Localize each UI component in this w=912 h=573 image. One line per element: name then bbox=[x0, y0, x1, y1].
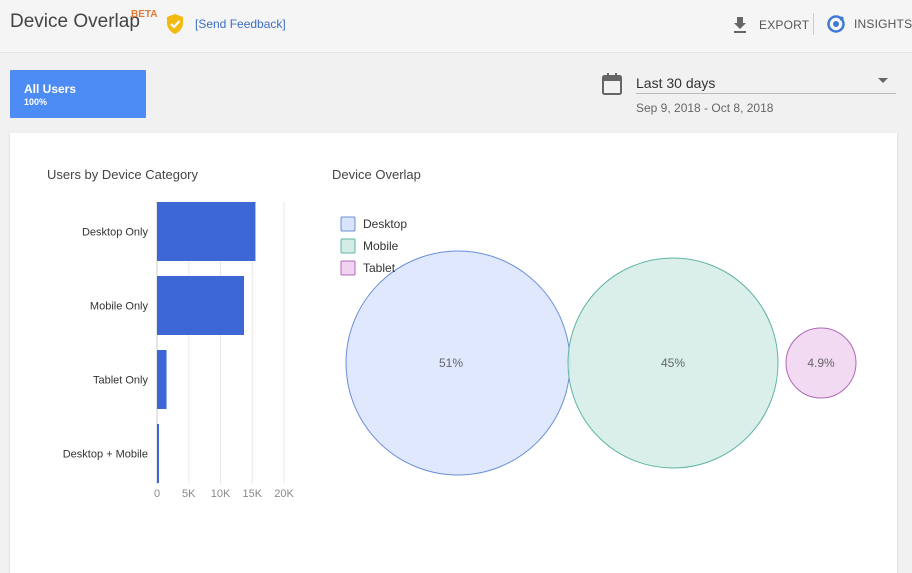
segment-percent: 100% bbox=[24, 97, 48, 107]
venn-circle-mobile bbox=[567, 257, 779, 469]
toolbar-divider bbox=[813, 13, 814, 35]
x-tick-label: 20K bbox=[274, 488, 294, 500]
legend-swatch bbox=[340, 216, 356, 232]
category-label: Mobile Only bbox=[90, 301, 149, 313]
x-tick-label: 10K bbox=[211, 488, 231, 500]
date-range-label: Last 30 days bbox=[636, 75, 716, 91]
export-label: EXPORT bbox=[759, 18, 810, 32]
legend-label: Desktop bbox=[363, 217, 407, 231]
bar bbox=[157, 202, 256, 261]
category-label: Desktop Only bbox=[82, 227, 149, 239]
venn-circle-tablet bbox=[785, 327, 857, 399]
x-tick-label: 0 bbox=[154, 488, 160, 500]
insights-label: INSIGHTS bbox=[854, 17, 912, 31]
venn-chart: 51% 45% 4.9% Desktop Mobile Tablet bbox=[340, 216, 857, 476]
bar-chart-title: Users by Device Category bbox=[47, 167, 198, 182]
bar-chart: 0 5K 10K 15K 20K Desktop Only Mobile Only Table… bbox=[63, 202, 294, 500]
date-range-selector[interactable]: Last 30 days Sep 9, 2018 - Oct 8, 2018 bbox=[602, 70, 896, 120]
bar bbox=[157, 424, 159, 483]
category-label: Tablet Only bbox=[93, 375, 149, 387]
date-range-underline bbox=[636, 93, 896, 94]
segment-all-users[interactable]: All Users 100% bbox=[10, 70, 146, 118]
venn-value-label: 45% bbox=[661, 356, 685, 370]
chevron-down-icon bbox=[878, 78, 888, 83]
x-tick-label: 15K bbox=[242, 488, 262, 500]
insights-icon bbox=[827, 15, 845, 33]
bar bbox=[157, 350, 167, 409]
export-button[interactable]: EXPORT bbox=[731, 15, 809, 35]
legend-swatch bbox=[340, 238, 356, 254]
x-tick-label: 5K bbox=[182, 488, 196, 500]
segment-name: All Users bbox=[24, 82, 77, 96]
legend-label: Mobile bbox=[363, 239, 399, 253]
insights-button[interactable]: INSIGHTS bbox=[826, 14, 912, 34]
download-icon bbox=[734, 17, 746, 33]
category-label: Desktop + Mobile bbox=[63, 449, 148, 461]
bar bbox=[157, 276, 244, 335]
venn-value-label: 51% bbox=[439, 356, 463, 370]
legend-swatch bbox=[340, 260, 356, 276]
venn-chart-title: Device Overlap bbox=[332, 167, 421, 182]
date-range-dates: Sep 9, 2018 - Oct 8, 2018 bbox=[636, 101, 774, 115]
beta-badge: BETA bbox=[131, 9, 158, 20]
top-bar: Device Overlap BETA [Send Feedback] EXPO… bbox=[0, 0, 912, 53]
page-title: Device Overlap bbox=[10, 11, 140, 32]
send-feedback-link[interactable]: [Send Feedback] bbox=[195, 17, 286, 31]
report-card: Users by Device Category Device Overlap … bbox=[10, 133, 897, 573]
legend-label: Tablet bbox=[363, 261, 396, 275]
verified-shield-icon bbox=[167, 14, 183, 34]
calendar-icon bbox=[602, 73, 622, 95]
venn-value-label: 4.9% bbox=[807, 356, 835, 370]
